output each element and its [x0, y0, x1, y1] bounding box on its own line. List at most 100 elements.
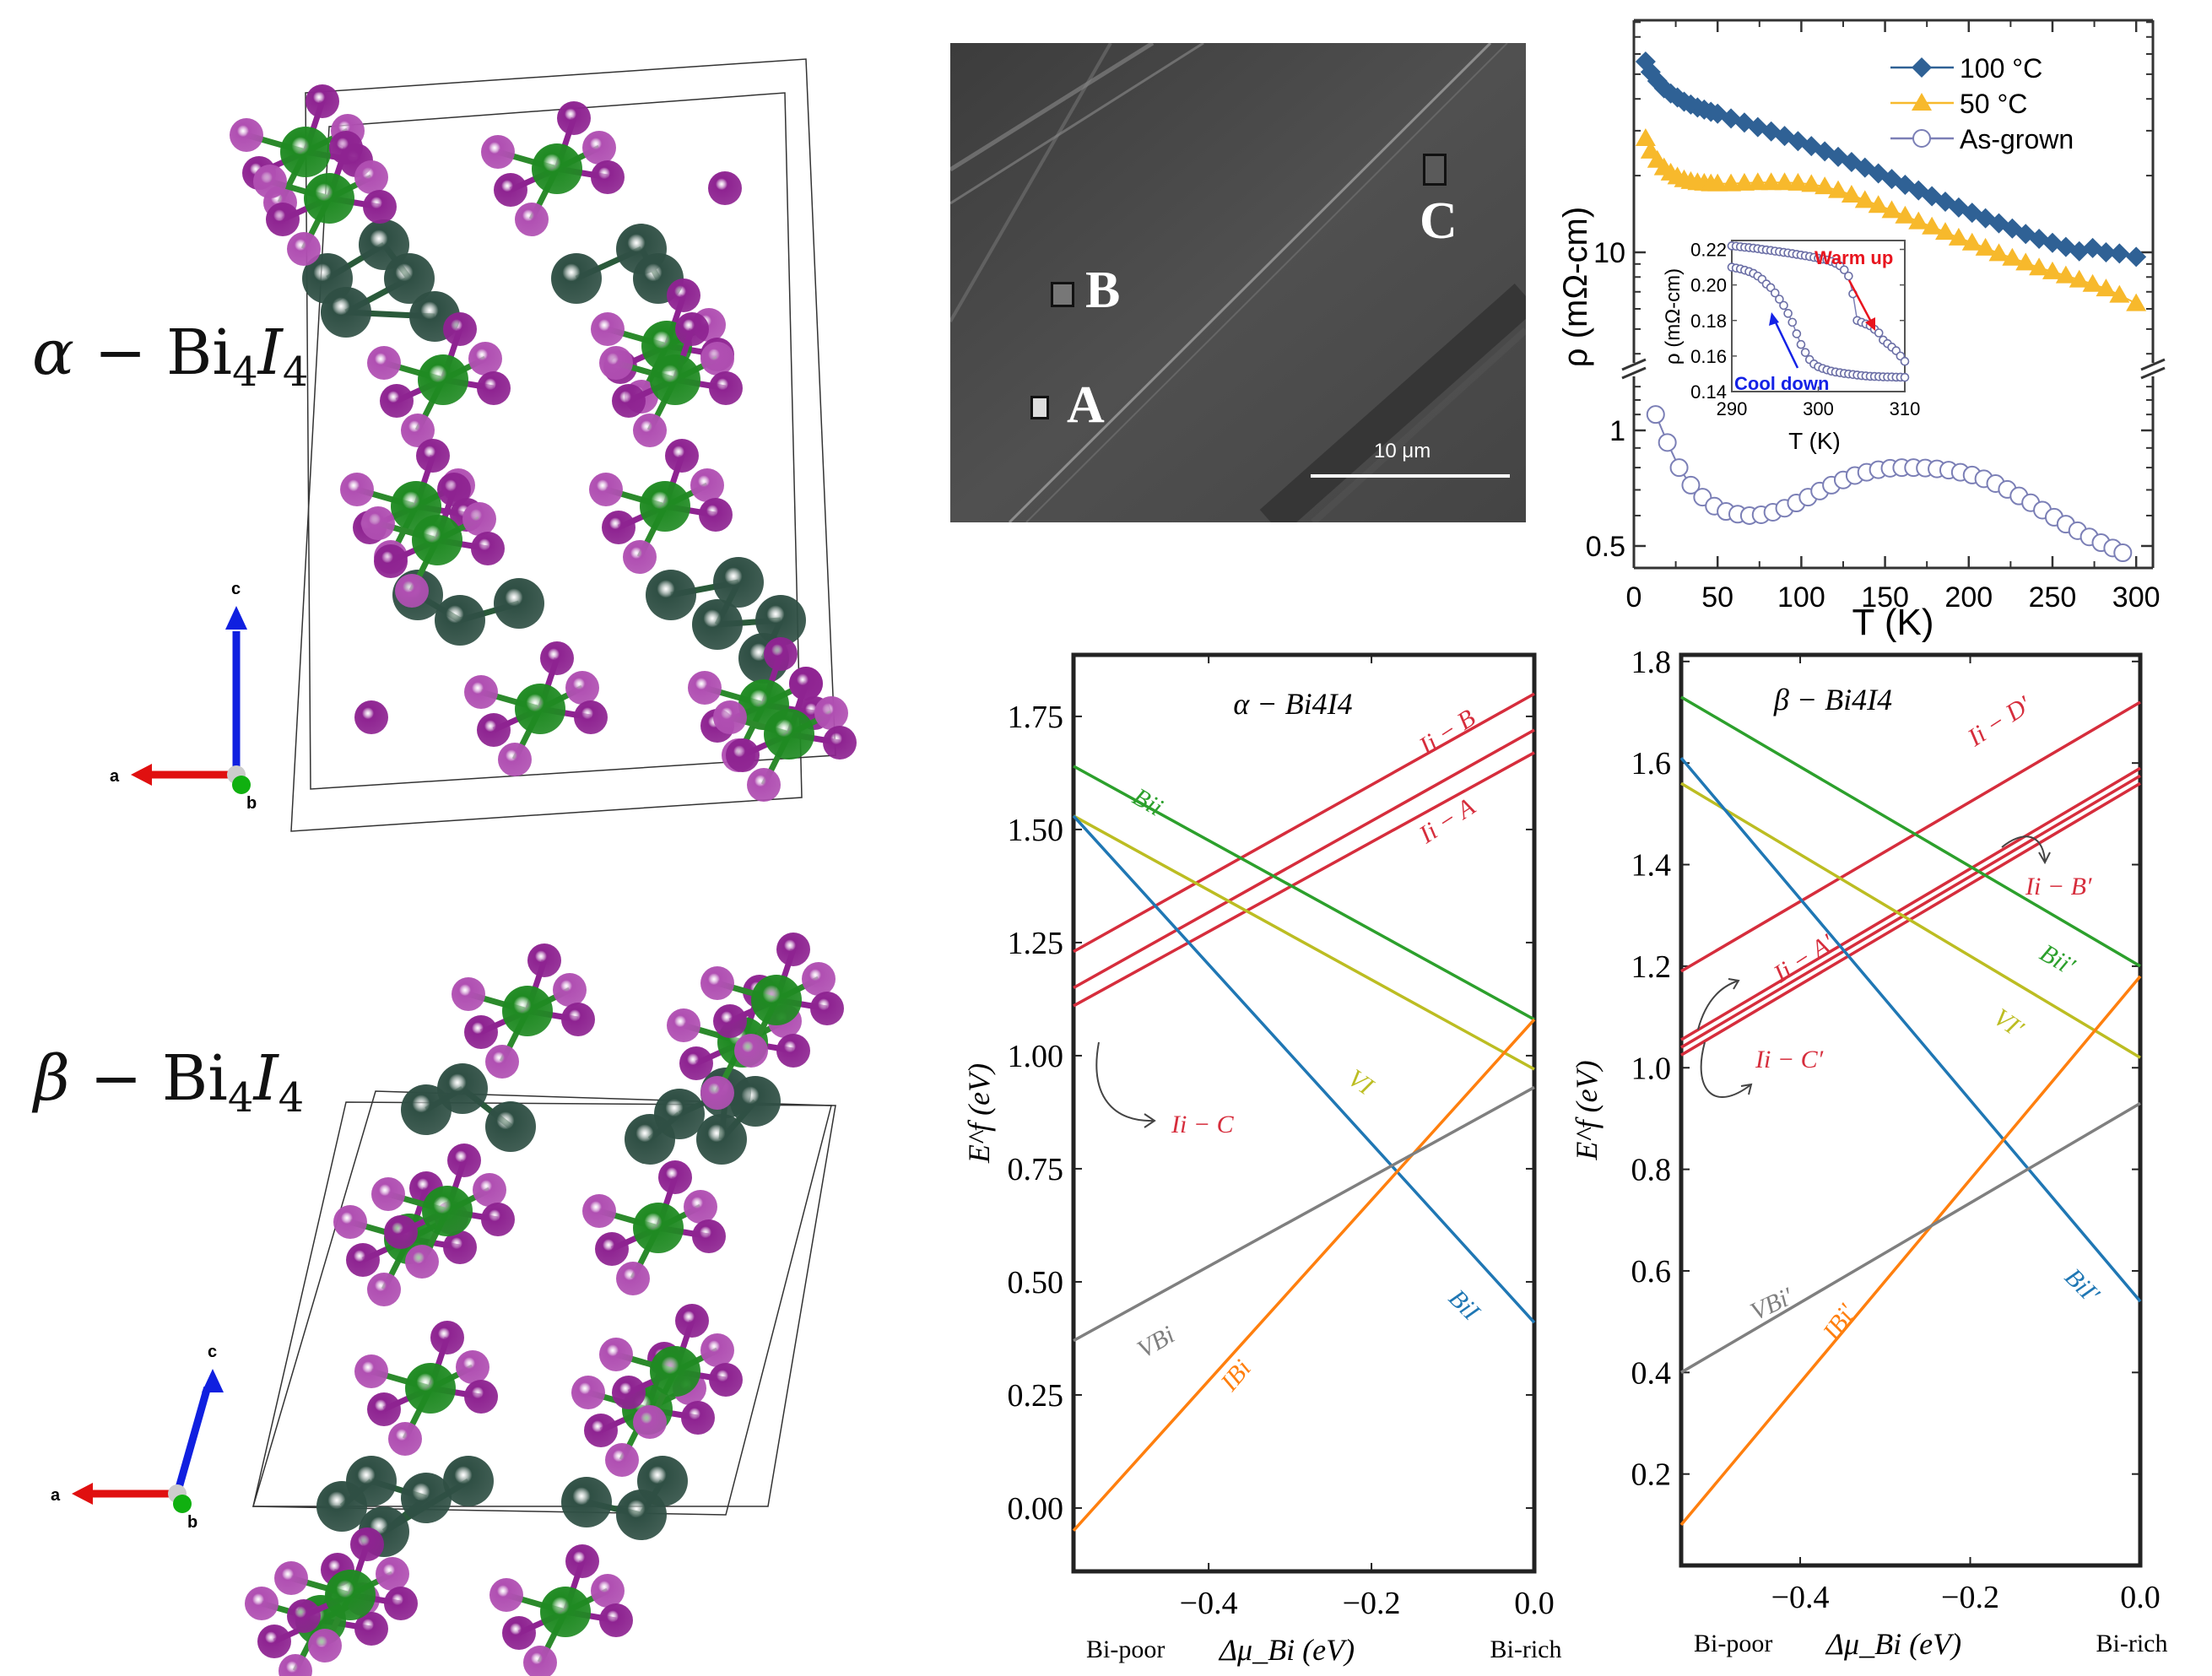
- bi-rich-label: Bi-rich: [1490, 1635, 1562, 1663]
- data-point: [2126, 293, 2147, 311]
- x-tick-label: −0.2: [1941, 1580, 1999, 1615]
- iodine-atom: [814, 696, 848, 730]
- sem-region-b-box: [1051, 282, 1074, 307]
- iodine-atom: [367, 346, 401, 380]
- title-bi: − Bi: [94, 316, 233, 389]
- series-label: VI′: [1988, 1003, 2029, 1043]
- iodine-atom: [340, 473, 374, 506]
- axis-a-arrowhead: [131, 764, 152, 786]
- inset-data-point: [1770, 288, 1780, 298]
- iodine-atom: [667, 278, 700, 312]
- series-line-5: [1072, 814, 1536, 1324]
- bismuth-atom-dark: [494, 578, 544, 629]
- iodine-atom: [462, 502, 496, 536]
- iodine-atom: [675, 312, 709, 346]
- legend-label: As-grown: [1960, 124, 2074, 154]
- bismuth-atom: [764, 709, 814, 760]
- sem-label-b: B: [1085, 262, 1121, 319]
- title-sub-2: 4: [282, 349, 309, 396]
- x-tick-label: 150: [1861, 581, 1909, 614]
- data-point: [1747, 172, 1768, 191]
- data-point: [2113, 543, 2133, 563]
- title-sub-2: 4: [278, 1074, 305, 1122]
- series-label: Ii − C′: [1755, 1046, 1824, 1073]
- bismuth-atom-dark: [485, 1101, 536, 1152]
- series-line-3: [1073, 765, 1535, 1021]
- iodine-atom: [384, 1215, 418, 1249]
- series-label: BiI′: [2059, 1263, 2105, 1309]
- iodine-atom: [667, 1008, 700, 1042]
- series-line-1: [1073, 728, 1535, 990]
- data-point: [1760, 172, 1782, 191]
- bismuth-atom-dark: [755, 595, 806, 646]
- inset-y-tick-label: 0.14: [1690, 381, 1727, 403]
- x-tick-label: 100: [1777, 581, 1825, 614]
- data-point: [1646, 405, 1665, 424]
- inset-y-tick-label: 0.18: [1690, 311, 1727, 332]
- bismuth-atom: [650, 354, 700, 405]
- title-i: I: [253, 1042, 279, 1115]
- x-tick-label: 300: [2112, 581, 2161, 614]
- data-point: [1787, 172, 1809, 191]
- title-sub-1: 4: [232, 349, 258, 396]
- bismuth-atom: [280, 127, 331, 177]
- inset-x-tick-label: 290: [1717, 398, 1748, 419]
- iodine-atom: [464, 1015, 498, 1049]
- iodine-atom: [665, 439, 699, 473]
- title-greek: α: [32, 316, 74, 389]
- iodine-atom: [456, 1350, 489, 1384]
- data-point: [2002, 247, 2023, 266]
- series-label: Ii − D′: [1962, 690, 2036, 752]
- series-line-0: [1680, 700, 2141, 973]
- axis-c-arrowhead: [225, 606, 247, 630]
- iodine-atom: [802, 962, 836, 996]
- iodine-atom: [700, 1076, 734, 1110]
- data-point: [2096, 278, 2117, 297]
- y-tick-label: 0.5: [1586, 531, 1625, 563]
- iodine-atom: [473, 1173, 506, 1207]
- iodine-atom: [764, 637, 798, 671]
- series-line-7: [1073, 1085, 1535, 1343]
- iodine-atom: [374, 544, 408, 578]
- alpha-crystal-structure: a b c: [110, 58, 857, 832]
- x-tick-label: 0.0: [1514, 1586, 1555, 1621]
- iodine-atom: [308, 1629, 342, 1662]
- iodine-atom: [571, 1376, 605, 1409]
- bismuth-atom-dark: [346, 1456, 397, 1506]
- title-i: I: [257, 316, 283, 389]
- iodine-atom: [354, 1612, 388, 1646]
- iodine-atom: [565, 671, 599, 705]
- beta-crystal-structure: a b c: [51, 933, 844, 1676]
- data-point: [1922, 216, 1943, 235]
- iodine-atom: [623, 540, 657, 574]
- x-axis-label: Δμ_Bi (eV): [1825, 1627, 1961, 1661]
- axis-a-label: a: [110, 767, 120, 786]
- x-tick-label: 0: [1626, 581, 1642, 614]
- iodine-atom: [279, 1654, 312, 1676]
- iodine-atom: [591, 1574, 625, 1608]
- chart-title: β − Bi4I4: [1773, 683, 1892, 716]
- legend-label: 100 °C: [1960, 53, 2042, 84]
- bismuth-atom-dark: [696, 1114, 747, 1165]
- series-label: Ii − C: [1171, 1111, 1235, 1138]
- iodine-atom: [388, 1422, 422, 1456]
- data-point: [1801, 174, 1822, 192]
- iodine-atom: [699, 498, 733, 532]
- iodine-atom: [713, 700, 747, 734]
- inset-data-point: [1844, 271, 1853, 281]
- warm-up-arrow: [1847, 279, 1874, 326]
- data-point: [1895, 205, 1916, 224]
- series-line-2: [1073, 751, 1535, 1008]
- y-tick-label: 10: [1593, 237, 1625, 269]
- iodine-atom: [709, 1363, 743, 1397]
- series-line-4: [1680, 695, 2141, 968]
- iodine-atom: [823, 726, 857, 760]
- data-point: [2042, 261, 2063, 279]
- iodine-atom: [354, 700, 388, 734]
- data-point: [2069, 269, 2090, 288]
- inset-y-tick-label: 0.22: [1690, 240, 1727, 261]
- annotation-arrow: [1700, 1041, 1753, 1099]
- warm-up-label: Warm up: [1814, 247, 1893, 268]
